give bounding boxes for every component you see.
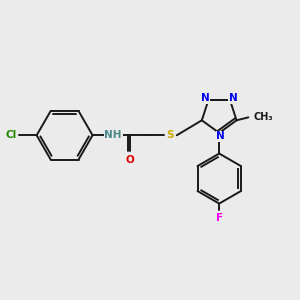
Text: NH: NH [104,130,122,140]
Text: Cl: Cl [6,130,17,140]
Text: N: N [229,93,238,103]
Text: N: N [216,131,225,142]
Text: CH₃: CH₃ [253,112,273,122]
Text: S: S [167,130,174,140]
Text: N: N [201,93,209,103]
Text: O: O [126,155,134,165]
Text: F: F [216,213,223,223]
